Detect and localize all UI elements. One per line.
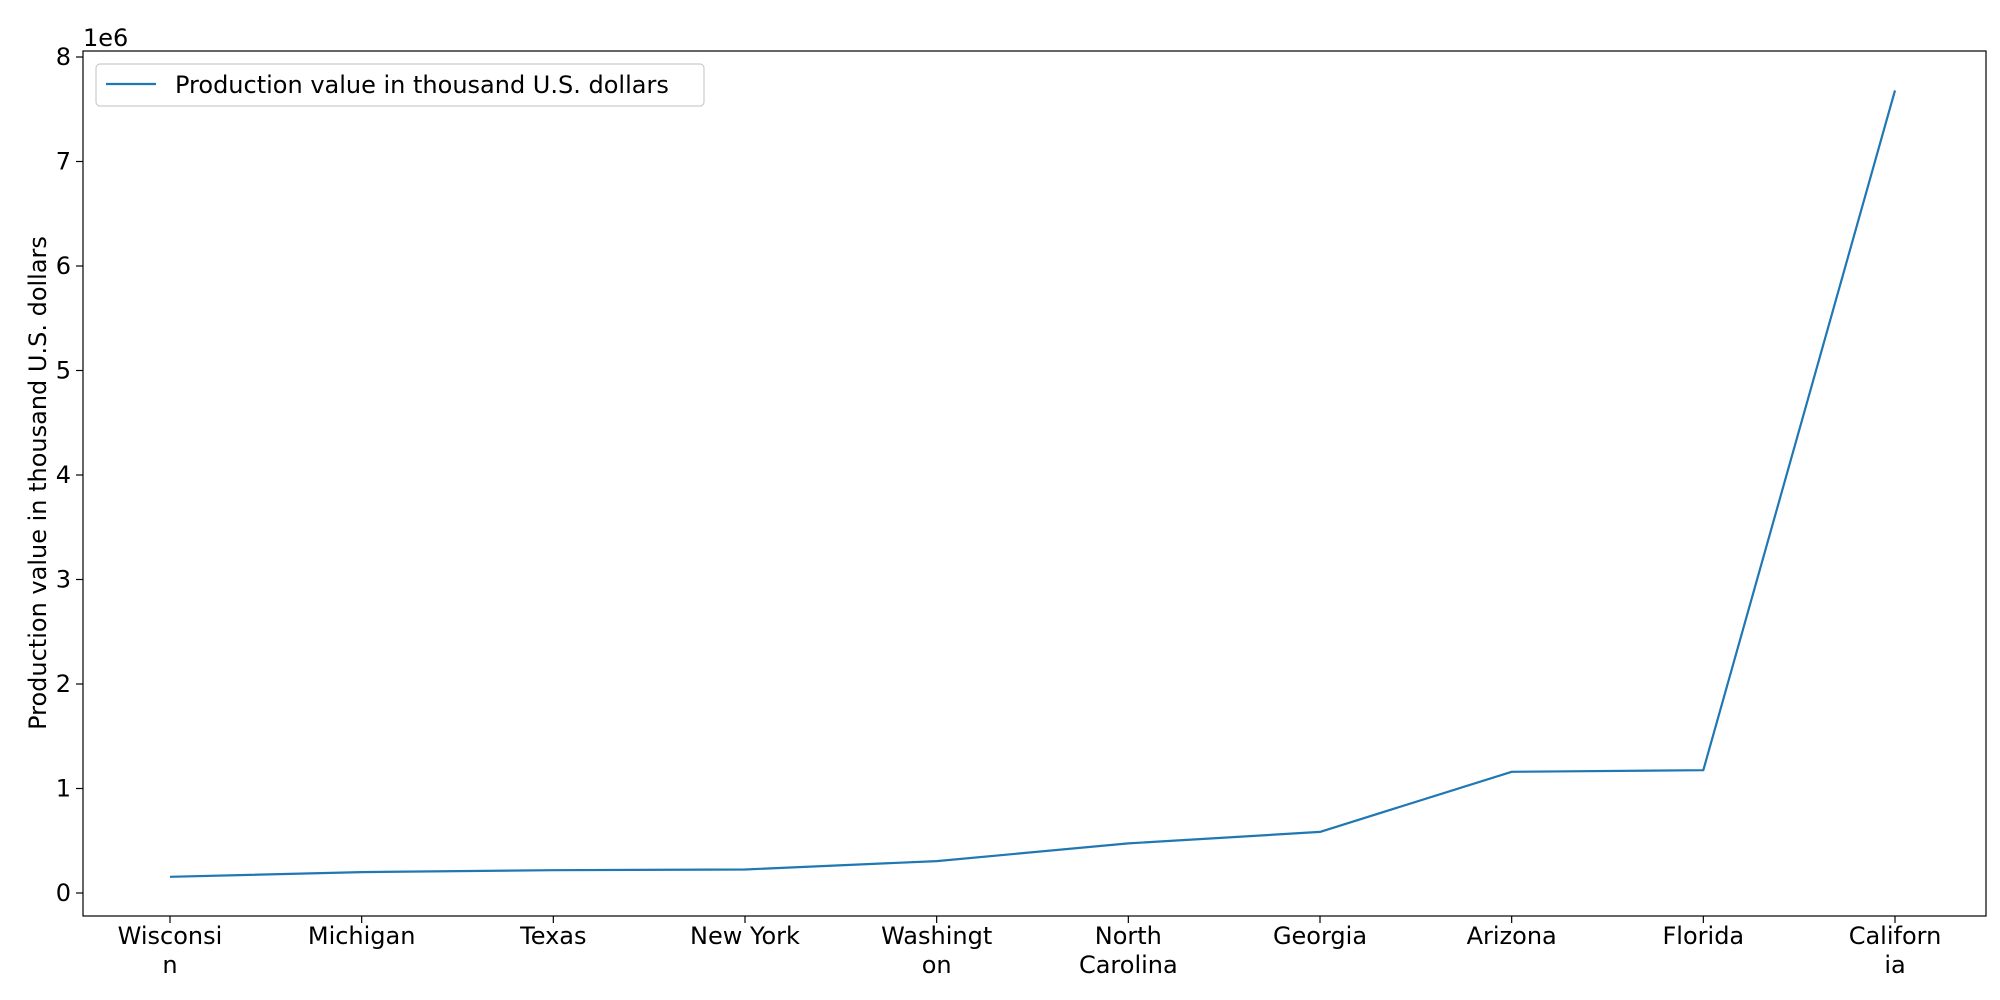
x-tick-label: Arizona: [1467, 922, 1557, 950]
y-axis-label: Production value in thousand U.S. dollar…: [24, 236, 52, 730]
y-axis-offset-label: 1e6: [83, 24, 128, 52]
legend-label: Production value in thousand U.S. dollar…: [175, 71, 669, 99]
y-tick-label: 3: [56, 566, 71, 594]
y-tick-label: 7: [56, 148, 71, 176]
y-tick-label: 5: [56, 357, 71, 385]
plot-area: [82, 50, 1987, 917]
x-tick-label: Texas: [519, 922, 586, 950]
y-tick-label: 2: [56, 670, 71, 698]
x-tick-label: Georgia: [1273, 922, 1367, 950]
x-tick-label: North Carolina: [1079, 922, 1178, 979]
series-line: [169, 90, 1897, 878]
legend-box: [95, 63, 705, 107]
x-tick-label: Florida: [1663, 922, 1745, 950]
legend: Production value in thousand U.S. dollar…: [95, 63, 705, 107]
x-tick-label: Wisconsi n: [118, 922, 223, 979]
y-tick-label: 6: [56, 252, 71, 280]
y-tick-label: 8: [56, 43, 71, 71]
y-tick-label: 1: [56, 775, 71, 803]
x-tick-label: Washingt on: [881, 922, 992, 979]
x-axis: Wisconsi n Michigan Texas New York Washingt on…: [118, 916, 1942, 979]
y-tick-label: 4: [56, 461, 71, 489]
y-axis: 0 1 2 3 4 5 6 7 8: [56, 43, 83, 907]
x-tick-label: Californ ia: [1849, 922, 1942, 979]
x-tick-label: Michigan: [308, 922, 416, 950]
x-tick-label: New York: [690, 922, 800, 950]
y-tick-label: 0: [56, 879, 71, 907]
